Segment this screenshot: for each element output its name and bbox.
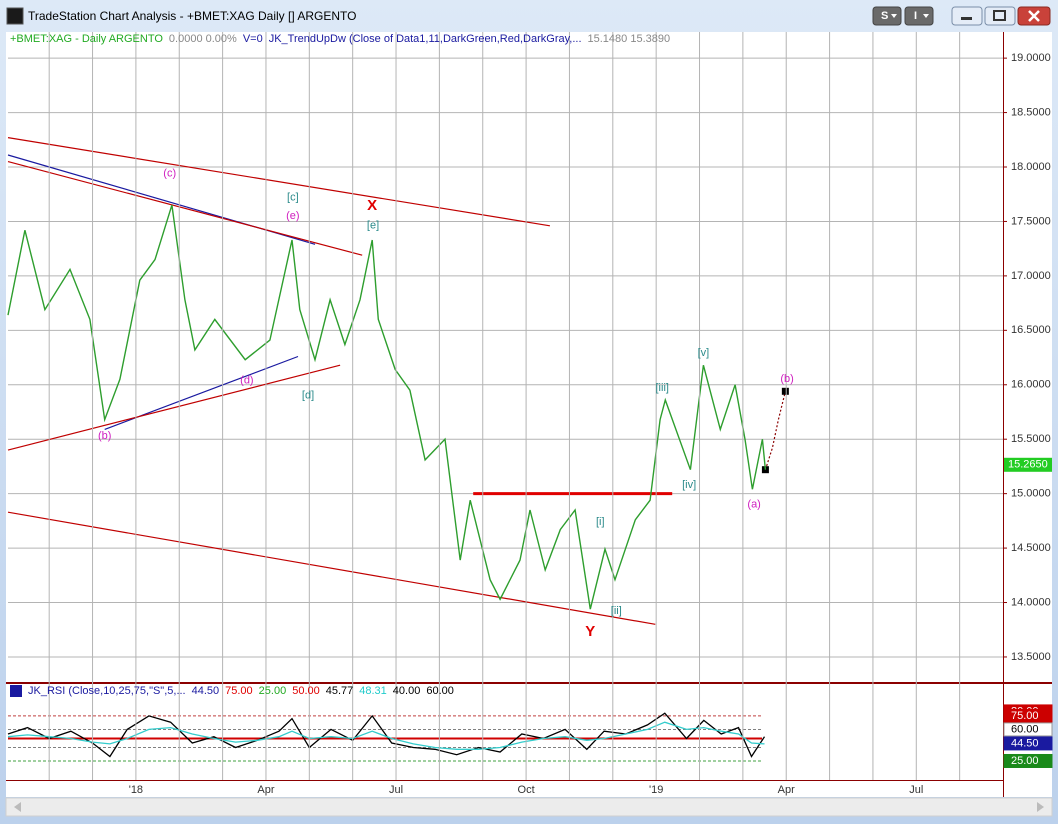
trend-line [7, 137, 550, 227]
series-line [7, 204, 767, 610]
header-item: 40.00 [393, 685, 421, 697]
header-item: 60.00 [426, 685, 454, 697]
wave-label: [iii] [656, 382, 669, 394]
axis-line [1003, 32, 1004, 797]
y-tick-label: 19.0000 [1011, 52, 1051, 64]
app-icon [6, 7, 24, 25]
header-item: +BMET:XAG - Daily ARGENTO [10, 33, 163, 45]
wave-label: [v] [698, 347, 710, 359]
y-tick-label: 15.5000 [1011, 433, 1051, 445]
wave-label: (c) [163, 167, 176, 179]
y-tick-label: 16.0000 [1011, 379, 1051, 391]
chart-header: JK_RSI (Close,10,25,75,"S",5,... 44.50 75.… [28, 685, 454, 697]
last-price-label: 15.2650 [1008, 459, 1048, 471]
x-tick-label: Apr [778, 784, 795, 796]
y-tick-label: 14.0000 [1011, 596, 1051, 608]
button-label[interactable]: I [914, 10, 917, 22]
header-item: 75.00 [225, 685, 253, 697]
header-item: 45.77 [326, 685, 354, 697]
panel-separator [6, 780, 1003, 781]
last-price-tag [1004, 457, 1052, 472]
toolbar-button[interactable]: S [872, 6, 902, 26]
indicator-tag [1003, 708, 1053, 723]
trend-line [7, 161, 363, 256]
wave-label: (a) [747, 498, 760, 510]
header-item: V=0 [243, 33, 263, 45]
button-label[interactable]: S [881, 10, 888, 22]
x-tick-label: Apr [257, 784, 274, 796]
wave-label: [c] [287, 191, 299, 203]
wave-label: (e) [286, 210, 299, 222]
header-item: 15.1480 15.3890 [588, 33, 671, 45]
wave-label: [iv] [682, 479, 696, 491]
header-item: 0.0000 0.00% [169, 33, 237, 45]
indicator-icon [10, 685, 22, 697]
header-item: JK_TrendUpDw (Close of Data1,11,DarkGree… [269, 33, 582, 45]
y-tick-label: 17.0000 [1011, 270, 1051, 282]
header-item: JK_RSI (Close,10,25,75,"S",5,... [28, 685, 186, 697]
indicator-tag [1003, 753, 1053, 768]
wave-label: Y [585, 623, 595, 640]
x-tick-label: Oct [518, 784, 535, 796]
projection-point [781, 387, 789, 395]
header-item: 44.50 [192, 685, 220, 697]
x-tick-label: '18 [129, 784, 143, 796]
wave-label: (b) [98, 430, 111, 442]
trend-line [764, 391, 786, 470]
x-tick-label: Jul [389, 784, 403, 796]
indicator-tag [1003, 736, 1053, 751]
scrollbar[interactable] [5, 797, 1053, 817]
minimize-button[interactable] [951, 6, 983, 26]
trend-line [7, 511, 656, 625]
series-line [7, 712, 766, 758]
indicator-tag-label: 25.00 [1011, 755, 1039, 767]
wave-label: (d) [240, 374, 253, 386]
y-tick-label: 16.5000 [1011, 324, 1051, 336]
header-item: 48.31 [359, 685, 387, 697]
y-tick-label: 13.5000 [1011, 651, 1051, 663]
header-item: 25.00 [259, 685, 287, 697]
y-tick-label: 18.0000 [1011, 161, 1051, 173]
indicator-tag-label: 44.50 [1011, 737, 1039, 749]
header-item: 50.00 [292, 685, 320, 697]
wave-label: (b) [780, 373, 793, 385]
chart-header: +BMET:XAG - Daily ARGENTO 0.0000 0.00% V=0… [10, 33, 670, 45]
y-tick-label: 15.0000 [1011, 488, 1051, 500]
chart-area [6, 32, 1052, 797]
maximize-button[interactable] [984, 6, 1016, 26]
indicator-tag-label: 60.00 [1011, 723, 1039, 735]
close-button[interactable] [1017, 6, 1051, 26]
window-title: TradeStation Chart Analysis - +BMET:XAG … [28, 9, 356, 23]
x-tick-label: '19 [649, 784, 663, 796]
wave-label: [i] [596, 516, 605, 528]
toolbar-button[interactable]: I [904, 6, 934, 26]
x-tick-label: Jul [909, 784, 923, 796]
y-tick-label: 18.5000 [1011, 106, 1051, 118]
series-line [7, 721, 765, 750]
indicator-tag-label: 75.00 [1011, 710, 1039, 722]
y-tick-label: 17.5000 [1011, 215, 1051, 227]
wave-label: [ii] [611, 605, 622, 617]
indicator-tag [1003, 722, 1053, 737]
panel-separator [6, 682, 1052, 684]
wave-label: X [367, 197, 377, 214]
y-tick-label: 14.5000 [1011, 542, 1051, 554]
wave-label: [d] [302, 390, 314, 402]
trend-line [7, 364, 341, 451]
wave-label: [e] [367, 220, 379, 232]
